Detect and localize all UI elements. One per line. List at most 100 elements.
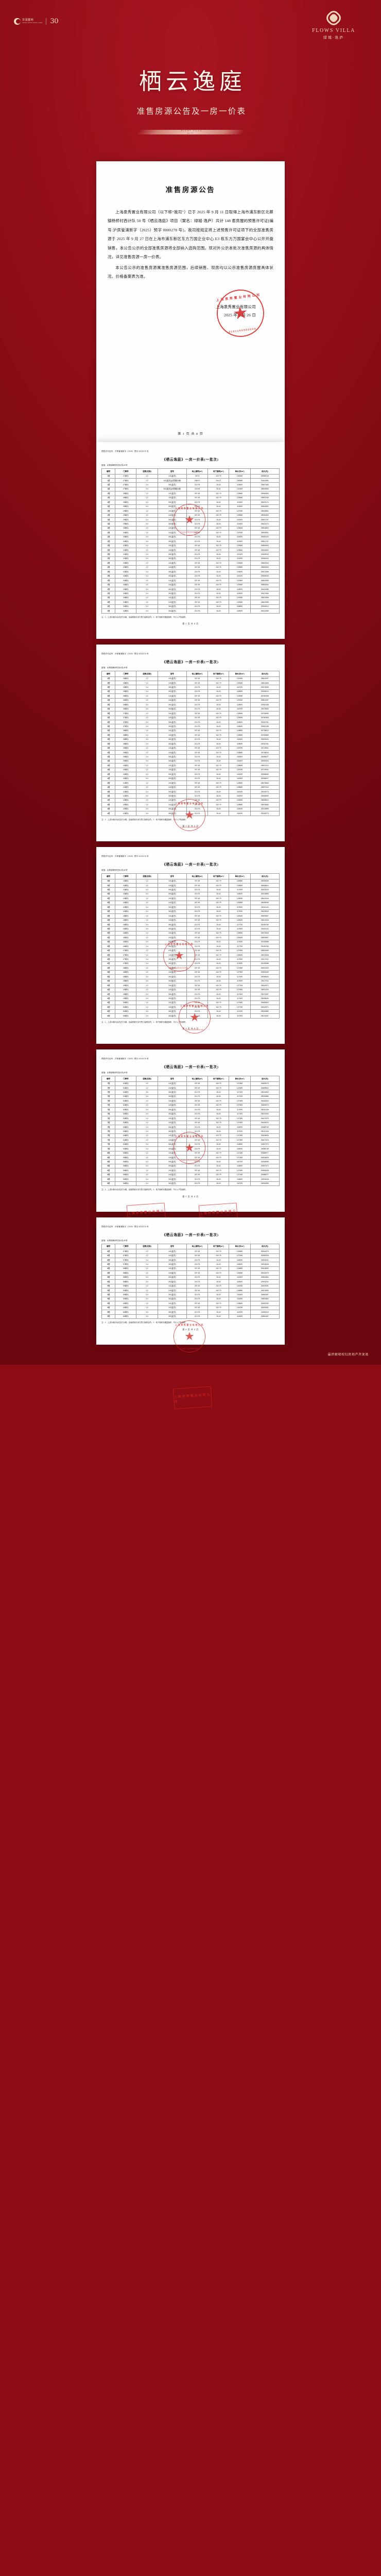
table-row[interactable]: 1幢 28单元 3 4 301(复式) 213.75 18.43 119409 2552317…: [101, 500, 280, 505]
table-row[interactable]: 3幢 37单元 3 4 301(复式) 213.75 18.43 118509 2533078…: [101, 719, 280, 725]
table-row[interactable]: 5幢 45单元 3 4 302(复式) 213.75 18.43 117809 2518114…: [101, 926, 280, 931]
table-row[interactable]: 5幢 44单元 3 4 302(复式) 213.75 18.43 117909 2520251…: [101, 909, 280, 914]
table-row[interactable]: 3幢 35单元 3 4 302(复式) 213.75 18.43 118809 2539491…: [101, 689, 280, 694]
table-row[interactable]: 4幢 42单元 3 4 302(复式) 213.75 18.43 118109 2524527…: [101, 811, 280, 816]
table-row[interactable]: 6幢 47单元 1 2 102(复式) 207.49 102.79 128069 265728…: [101, 952, 280, 958]
table-row[interactable]: 6幢 49单元 1 2 101(复式) 207.49 102.79 127769 265105…: [101, 983, 280, 988]
table-row[interactable]: 7幢 52单元 3 4 302(复式) 213.75 18.43 117109 2503150…: [101, 1111, 280, 1117]
table-row[interactable]: 9幢 59单元 1 2 102(复式) 207.49 102.79 126869 263238…: [101, 1287, 280, 1293]
table-row[interactable]: 4幢 42单元 1 2 102(复式) 207.49 102.79 128569 266765…: [101, 802, 280, 807]
table-row[interactable]: 7幢 53单元 1 2 102(复式) 207.49 102.79 127469 264483…: [101, 1120, 280, 1125]
table-row[interactable]: 8幢 58单元 1 2 102(复式) 207.49 102.79 126969 263445…: [101, 1270, 280, 1276]
table-row[interactable]: 7幢 53单元 3 4 301(复式) 213.75 18.43 116909 2498874…: [101, 1124, 280, 1130]
table-row[interactable]: 1幢 27单元 1 2 102(复式)(创意展示间) 208.97 104.27 15056…: [101, 478, 280, 483]
table-row[interactable]: 5幢 45单元 1 2 101(复式) 207.49 102.79 128169 265935…: [101, 913, 280, 919]
table-row[interactable]: 2幢 33单元 1 2 102(复式) 207.49 102.79 129469 268633…: [101, 582, 280, 587]
table-row[interactable]: 1幢 30单元 3 4 301(复式) 213.75 18.43 119209 2548042…: [101, 534, 280, 540]
table-row[interactable]: 5幢 46单元 3 4 302(复式) 213.75 18.43 117709 2515976…: [101, 944, 280, 949]
table-row[interactable]: 7幢 51单元 1 2 101(复式) 207.49 102.79 127569 264690…: [101, 1081, 280, 1087]
table-row[interactable]: 9幢 59单元 1 2 101(复式) 207.49 102.79 126769 263030…: [101, 1283, 280, 1289]
table-row[interactable]: 2幢 34单元 3 4 302(复式) 213.75 18.43 118909 2541628…: [101, 608, 280, 614]
table-row[interactable]: 9幢 60单元 3 4 301(复式) 213.75 18.43 116209 2483911…: [101, 1310, 280, 1315]
table-row[interactable]: 3幢 36单元 3 4 302(复式) 213.75 18.43 118709 2537353…: [101, 706, 280, 712]
table-row[interactable]: 8幢 58单元 3 4 301(复式) 213.75 18.43 116409 2488186…: [101, 1275, 280, 1280]
table-row[interactable]: 7幢 53单元 3 4 302(复式) 213.75 18.43 117009 2501012…: [101, 1129, 280, 1134]
table-row[interactable]: 8幢 55单元 1 2 102(复式) 207.49 102.79 127269 264068…: [101, 1155, 280, 1160]
table-row[interactable]: 1幢 27单元 1 2 101(复式) 207.5 102.79 130069 2698931…: [101, 473, 280, 479]
table-row[interactable]: 5幢 46单元 1 2 102(复式) 207.49 102.79 128169 265935…: [101, 935, 280, 940]
table-row[interactable]: 3幢 35单元 1 2 102(复式) 207.49 102.79 129269 268218…: [101, 680, 280, 686]
table-row[interactable]: 4幢 41单元 3 4 302(复式) 213.75 18.43 118209 2526665…: [101, 793, 280, 799]
table-row[interactable]: 3幢 38单元 3 4 302(复式) 213.75 18.43 118509 2533078…: [101, 741, 280, 747]
table-row[interactable]: 2幢 34单元 1 2 101(复式) 207.49 102.79 129269 268218…: [101, 595, 280, 601]
table-row[interactable]: 8幢 57单元 3 4 301(复式) 213.75 18.43 116509 2490324…: [101, 1257, 280, 1263]
table-row[interactable]: 2幢 32单元 3 4 301(复式) 213.75 18.43 119009 2543766…: [101, 569, 280, 574]
table-row[interactable]: 9幢 59单元 3 4 301(复式) 213.75 18.43 116309 2486048…: [101, 1292, 280, 1297]
table-row[interactable]: 5幢 45单元 1 2 102(复式) 207.49 102.79 128269 266143…: [101, 918, 280, 923]
table-row[interactable]: 5幢 46单元 3 4 301(复式) 213.75 18.43 117609 2513838…: [101, 939, 280, 945]
table-row[interactable]: 4幢 41单元 1 2 101(复式) 207.49 102.79 128569 266765…: [101, 781, 280, 786]
table-row[interactable]: 3幢 37单元 3 4 302(复式) 213.75 18.43 118609 2535215…: [101, 724, 280, 729]
table-row[interactable]: 4幢 39单元 1 2 101(复式) 207.49 102.79 128769 267180…: [101, 745, 280, 751]
table-row[interactable]: 7幢 53单元 1 2 101(复式) 207.49 102.79 127369 264275…: [101, 1116, 280, 1121]
table-row[interactable]: 8幢 56单元 1 2 102(复式) 207.49 102.79 127169 263860…: [101, 1172, 280, 1178]
table-row[interactable]: 1幢 30单元 3 4 302(复式) 213.75 18.43 119309 2550179…: [101, 539, 280, 544]
table-row[interactable]: 1幢 28单元 1 2 102(复式) 207.49 102.79 129969 269670…: [101, 495, 280, 501]
table-row[interactable]: 4幢 39单元 1 2 102(复式) 207.49 102.79 128869 267388…: [101, 750, 280, 755]
table-row[interactable]: 7幢 54单元 1 2 102(复式) 207.49 102.79 127369 264275…: [101, 1138, 280, 1143]
table-row[interactable]: 6幢 48单元 3 4 301(复式) 213.75 18.43 117409 2509563…: [101, 974, 280, 979]
table-row[interactable]: 2幢 34单元 3 4 301(复式) 213.75 18.43 118809 2539491…: [101, 604, 280, 609]
table-row[interactable]: 4幢 40单元 1 2 102(复式) 207.49 102.79 128769 267180…: [101, 767, 280, 773]
table-row[interactable]: 9幢 60单元 3 4 302(复式) 213.75 18.43 116309 2486048…: [101, 1314, 280, 1319]
table-row[interactable]: 3幢 38单元 3 4 301(复式) 213.75 18.43 118409 2530940…: [101, 737, 280, 742]
table-row[interactable]: 7幢 54单元 3 4 302(复式) 213.75 18.43 116909 2498874…: [101, 1146, 280, 1151]
table-row[interactable]: 4幢 40单元 3 4 302(复式) 213.75 18.43 118309 2528802…: [101, 776, 280, 782]
table-row[interactable]: 5幢 46单元 1 2 101(复式) 207.49 102.79 128069 265728…: [101, 930, 280, 936]
table-row[interactable]: 4幢 41单元 3 4 301(复式) 213.75 18.43 118109 2524527…: [101, 789, 280, 794]
table-row[interactable]: 5幢 43单元 1 2 102(复式) 207.49 102.79 128469 266558…: [101, 883, 280, 888]
table-row[interactable]: 6幢 49单元 3 4 301(复式) 213.75 18.43 117309 2507425…: [101, 991, 280, 997]
table-row[interactable]: 3幢 38单元 1 2 101(复式) 207.49 102.79 128869 267388…: [101, 728, 280, 734]
table-row[interactable]: 1幢 29单元 1 2 101(复式) 207.49 102.79 129769 269255…: [101, 509, 280, 514]
table-row[interactable]: 8幢 55单元 1 2 101(复式) 207.49 102.79 127169 263860…: [101, 1150, 280, 1156]
table-row[interactable]: 3幢 38单元 1 2 102(复式) 207.49 102.79 128969 267595…: [101, 733, 280, 738]
table-row[interactable]: 5幢 44单元 1 2 102(复式) 207.49 102.79 128369 266350…: [101, 900, 280, 906]
table-row[interactable]: 3幢 37单元 1 2 102(复式) 207.49 102.79 129069 267803…: [101, 715, 280, 720]
table-row[interactable]: 6幢 47单元 1 2 101(复式) 207.49 102.79 127969 265520…: [101, 948, 280, 954]
table-row[interactable]: 9幢 60单元 1 2 101(复式) 207.49 102.79 126669 262823…: [101, 1301, 280, 1306]
table-row[interactable]: 2幢 31单元 3 4 301(复式) 213.75 18.43 119109 2545904…: [101, 552, 280, 557]
table-row[interactable]: 6幢 47单元 3 4 301(复式) 213.75 18.43 117509 2511701…: [101, 957, 280, 962]
table-row[interactable]: 6幢 48单元 3 4 302(复式) 213.75 18.43 117509 2511701…: [101, 978, 280, 984]
table-row[interactable]: 6幢 50单元 3 4 301(复式) 213.75 18.43 117209 2505288…: [101, 1009, 280, 1014]
table-row[interactable]: 8幢 56单元 3 4 302(复式) 213.75 18.43 116709 2494599…: [101, 1181, 280, 1187]
table-row[interactable]: 2幢 32单元 3 4 302(复式) 213.75 18.43 119109 2545904…: [101, 573, 280, 579]
table-row[interactable]: 7幢 52单元 1 2 101(复式) 207.49 102.79 127469 264483…: [101, 1098, 280, 1104]
table-row[interactable]: 4幢 40单元 3 4 301(复式) 213.75 18.43 118209 2526665…: [101, 772, 280, 777]
table-row[interactable]: 6幢 48单元 1 2 101(复式) 207.49 102.79 127869 265313…: [101, 965, 280, 971]
table-row[interactable]: 2幢 32单元 1 2 102(复式) 207.49 102.79 129569 268840…: [101, 565, 280, 570]
table-row[interactable]: 7幢 51单元 3 4 302(复式) 213.75 18.43 117209 2505288…: [101, 1094, 280, 1099]
table-row[interactable]: 6幢 49单元 3 4 302(复式) 213.75 18.43 117409 2509563…: [101, 996, 280, 1001]
table-row[interactable]: 5幢 44单元 1 2 101(复式) 207.49 102.79 128269 266143…: [101, 896, 280, 901]
table-row[interactable]: 7幢 51单元 1 2 102(复式) 207.49 102.79 127669 264898…: [101, 1085, 280, 1091]
table-row[interactable]: 7幢 52单元 1 2 102(复式) 207.49 102.79 127569 264690…: [101, 1103, 280, 1108]
table-row[interactable]: 7幢 54单元 1 2 101(复式) 207.49 102.79 127269 264068…: [101, 1133, 280, 1139]
table-row[interactable]: 5幢 43单元 1 2 101(复式) 207.49 102.79 128369 266350…: [101, 878, 280, 884]
table-row[interactable]: 5幢 44单元 3 4 301(复式) 213.75 18.43 117809 2518114…: [101, 905, 280, 910]
table-row[interactable]: 4幢 40单元 1 2 101(复式) 207.49 102.79 128669 266973…: [101, 763, 280, 768]
table-row[interactable]: 7幢 51单元 3 4 301(复式) 213.75 18.43 117109 2503150…: [101, 1090, 280, 1095]
table-row[interactable]: 1幢 30单元 1 2 102(复式) 207.49 102.79 129769 269255…: [101, 530, 280, 535]
table-row[interactable]: 2幢 33单元 3 4 301(复式) 213.75 18.43 118909 2541628…: [101, 586, 280, 592]
table-row[interactable]: 3幢 37单元 1 2 101(复式) 207.49 102.79 128969 267595…: [101, 711, 280, 716]
table-row[interactable]: 4幢 41单元 1 2 102(复式) 207.49 102.79 128669 266973…: [101, 785, 280, 790]
table-row[interactable]: 6幢 49单元 1 2 102(复式) 207.49 102.79 127869 265313…: [101, 987, 280, 992]
table-row[interactable]: 4幢 39单元 3 4 301(复式) 213.75 18.43 118309 2528802…: [101, 754, 280, 759]
table-row[interactable]: 6幢 50单元 1 2 101(复式) 207.49 102.79 127669 264898…: [101, 1000, 280, 1006]
table-row[interactable]: 8幢 55单元 3 4 301(复式) 213.75 18.43 116709 2494599…: [101, 1159, 280, 1164]
table-row[interactable]: 7幢 54单元 3 4 301(复式) 213.75 18.43 116809 2496737…: [101, 1142, 280, 1147]
table-row[interactable]: 4幢 42单元 1 2 101(复式) 207.49 102.79 128469 266558…: [101, 798, 280, 803]
table-row[interactable]: 3幢 36单元 1 2 102(复式) 207.49 102.79 129169 268010…: [101, 698, 280, 703]
table-row[interactable]: 3幢 35单元 1 2 101(复式) 207.49 102.79 129169 268010…: [101, 676, 280, 682]
table-row[interactable]: 8幢 58单元 1 2 101(复式) 207.49 102.79 126869 263238…: [101, 1266, 280, 1272]
table-row[interactable]: 2幢 33单元 1 2 101(复式) 207.49 102.79 129369 268425…: [101, 578, 280, 583]
